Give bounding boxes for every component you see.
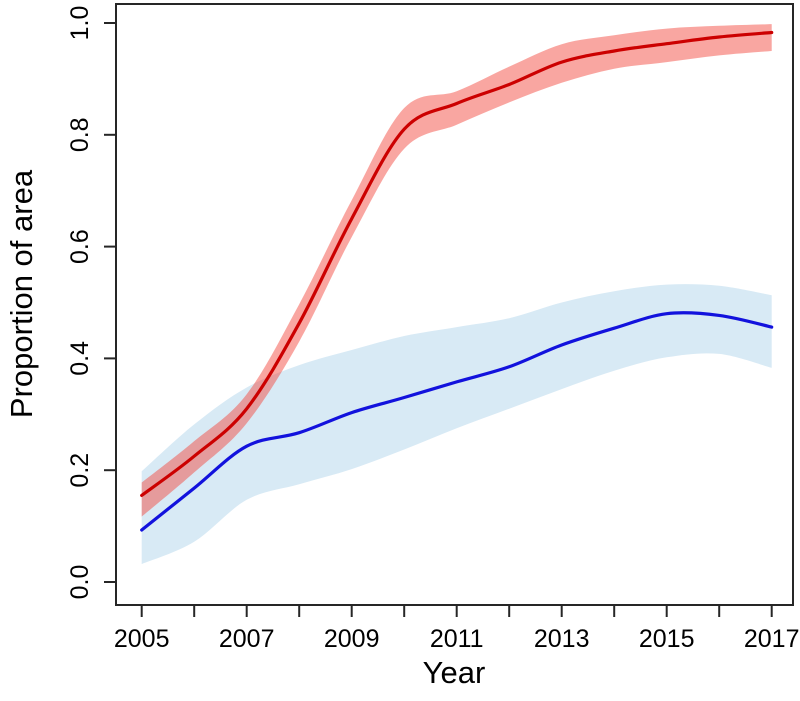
- x-tick-label: 2005: [114, 625, 170, 653]
- x-tick-label: 2007: [219, 625, 275, 653]
- plot-frame: [115, 3, 794, 606]
- blue-series-line: [140, 311, 774, 532]
- y-tick-label: 0.0: [66, 565, 94, 600]
- x-tick-label: 2009: [324, 625, 380, 653]
- axis-ticks: [104, 22, 773, 617]
- axis-tick-labels: 2005 2007 2009 2011 2013 2015 2017 0.0 0.2 0.4 0.6…: [66, 6, 800, 653]
- y-tick-label: 0.4: [66, 341, 94, 376]
- x-tick-label: 2013: [534, 625, 590, 653]
- y-tick-label: 1.0: [66, 6, 94, 41]
- y-tick-label: 0.2: [66, 453, 94, 488]
- x-tick-label: 2011: [430, 625, 484, 653]
- x-tick-label: 2017: [744, 625, 800, 653]
- y-tick-label: 0.6: [66, 229, 94, 264]
- plot-box: [115, 3, 794, 606]
- confidence-bands: [141, 24, 772, 565]
- y-tick-label: 0.8: [66, 117, 94, 152]
- y-axis-title: Proportion of area: [4, 169, 39, 418]
- red-series-band: [141, 24, 772, 517]
- red-series-line: [140, 30, 774, 497]
- x-axis-title: Year: [423, 655, 486, 690]
- blue-series-band: [141, 284, 772, 565]
- x-tick-label: 2015: [639, 625, 695, 653]
- series-lines: [140, 30, 774, 532]
